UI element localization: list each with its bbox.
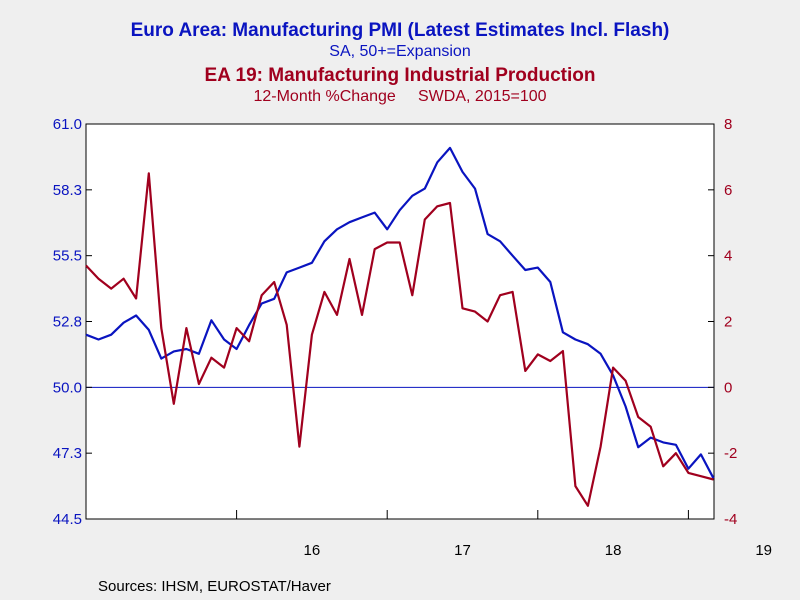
left-axis-tick-label: 44.5 <box>53 511 82 528</box>
right-axis-tick-label: 0 <box>724 379 732 396</box>
x-axis-tick-label: 19 <box>755 542 772 559</box>
right-axis-tick-label: -2 <box>724 445 737 462</box>
right-axis-tick-label: 4 <box>724 248 732 265</box>
left-axis-tick-label: 55.5 <box>53 248 82 265</box>
x-axis-tick-label: 16 <box>304 542 321 559</box>
sources-note: Sources: IHSM, EUROSTAT/Haver <box>98 578 331 595</box>
left-axis-tick-label: 50.0 <box>53 379 82 396</box>
chart-subtitle-pmi: SA, 50+=Expansion <box>329 43 471 60</box>
chart-title-ip: EA 19: Manufacturing Industrial Producti… <box>204 65 596 86</box>
plot-area <box>85 123 715 520</box>
x-axis-tick-label: 17 <box>454 542 471 559</box>
left-axis-tick-label: 58.3 <box>53 182 82 199</box>
left-axis-tick-label: 47.3 <box>53 445 82 462</box>
right-axis-tick-label: -4 <box>724 511 737 528</box>
chart-subtitle-ip: 12-Month %Change SWDA, 2015=100 <box>253 88 547 105</box>
chart-title-pmi: Euro Area: Manufacturing PMI (Latest Est… <box>130 20 670 41</box>
right-axis-tick-label: 2 <box>724 314 732 331</box>
left-axis-tick-label: 61.0 <box>53 116 82 133</box>
left-axis-tick-label: 52.8 <box>53 314 82 331</box>
right-axis-tick-label: 8 <box>724 116 732 133</box>
right-axis-tick-label: 6 <box>724 182 732 199</box>
ip-series-line <box>85 172 714 507</box>
x-axis-tick-label: 18 <box>605 542 622 559</box>
